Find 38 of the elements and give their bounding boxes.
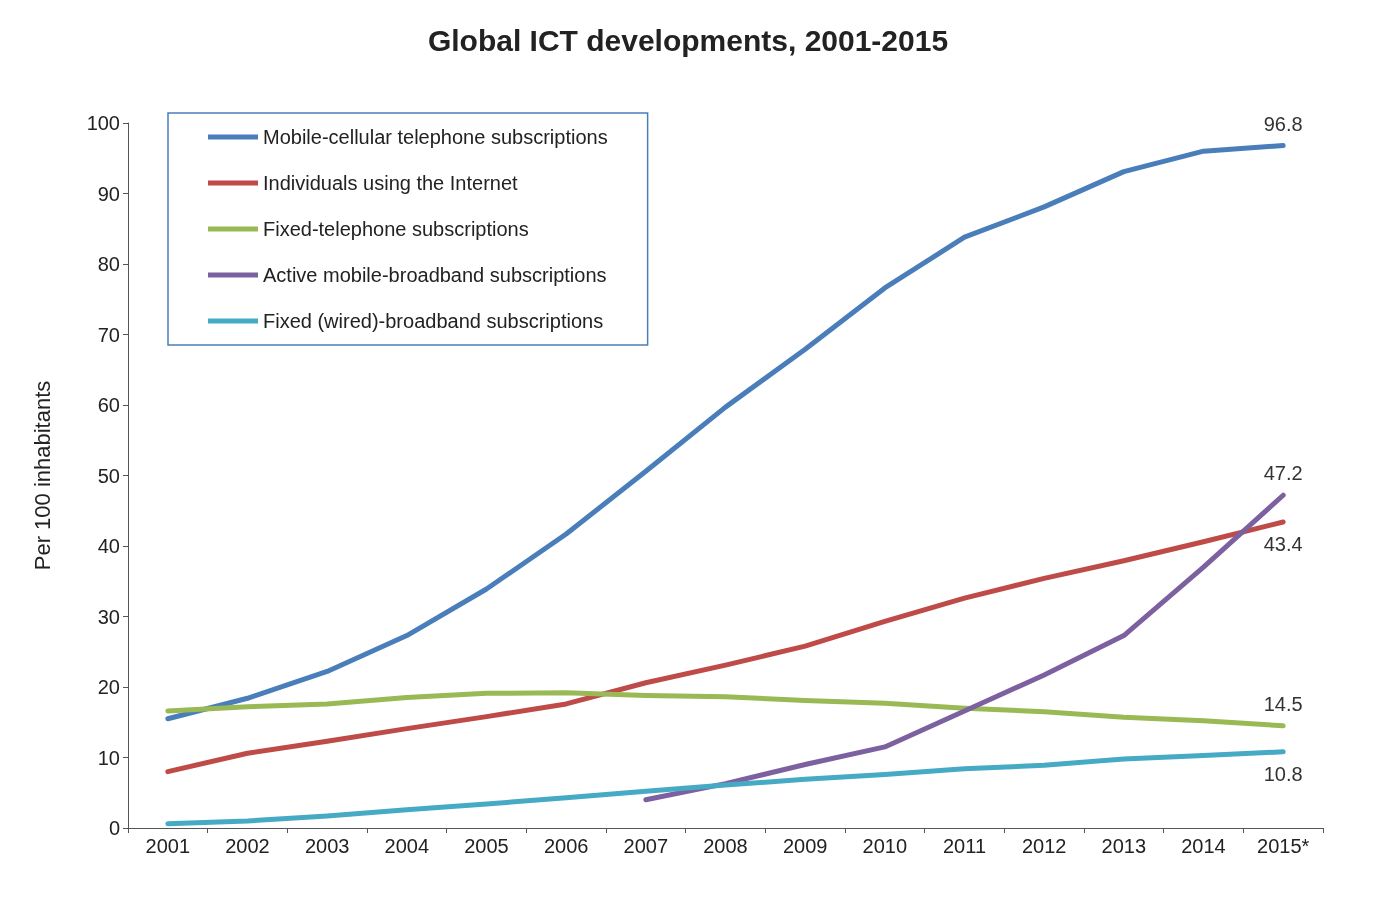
x-tick-label: 2008 [703,835,748,857]
y-tick-label: 10 [97,746,120,769]
x-tick-label: 2013 [1101,835,1147,857]
y-tick-label: 60 [97,394,120,416]
data-label: 43.4 [1263,533,1303,556]
y-tick-label: 20 [97,676,120,698]
y-tick-label: 30 [97,605,120,628]
y-tick-label: 80 [97,253,120,275]
x-tick-label: 2007 [623,835,669,857]
y-tick-label: 40 [97,535,120,557]
y-axis-title: Per 100 inhabitants [29,380,55,571]
legend-label: Individuals using the Internet [263,172,519,194]
x-tick-label: 2015* [1257,835,1310,857]
x-tick-label: 2002 [225,835,270,857]
x-tick-label: 2009 [782,835,828,857]
legend-label: Active mobile-broadband subscriptions [263,264,607,286]
x-tick-label: 2004 [384,835,430,857]
x-tick-label: 2005 [464,835,509,857]
y-tick-label: 70 [97,323,120,346]
legend-label: Mobile-cellular telephone subscriptions [263,126,608,148]
y-tick-label: 90 [97,182,120,205]
y-tick-label: 50 [97,464,120,487]
legend-label: Fixed (wired)-broadband subscriptions [263,310,604,332]
x-tick-label: 2003 [304,835,350,857]
data-label: 14.5 [1263,692,1303,715]
legend-label: Fixed-telephone subscriptions [263,218,529,240]
x-tick-label: 2006 [543,835,589,857]
x-tick-label: 2001 [145,835,191,857]
x-tick-label: 2010 [862,835,908,857]
data-label: 47.2 [1263,462,1303,485]
y-tick-label: 100 [86,112,120,134]
data-label: 96.8 [1263,112,1303,135]
x-tick-label: 2012 [1021,835,1067,857]
data-label: 10.8 [1263,762,1303,785]
x-tick-label: 2011 [942,835,987,857]
y-tick-label: 0 [108,817,120,839]
x-tick-label: 2014 [1181,835,1226,857]
chart-title: Global ICT developments, 2001-2015 [427,23,949,57]
